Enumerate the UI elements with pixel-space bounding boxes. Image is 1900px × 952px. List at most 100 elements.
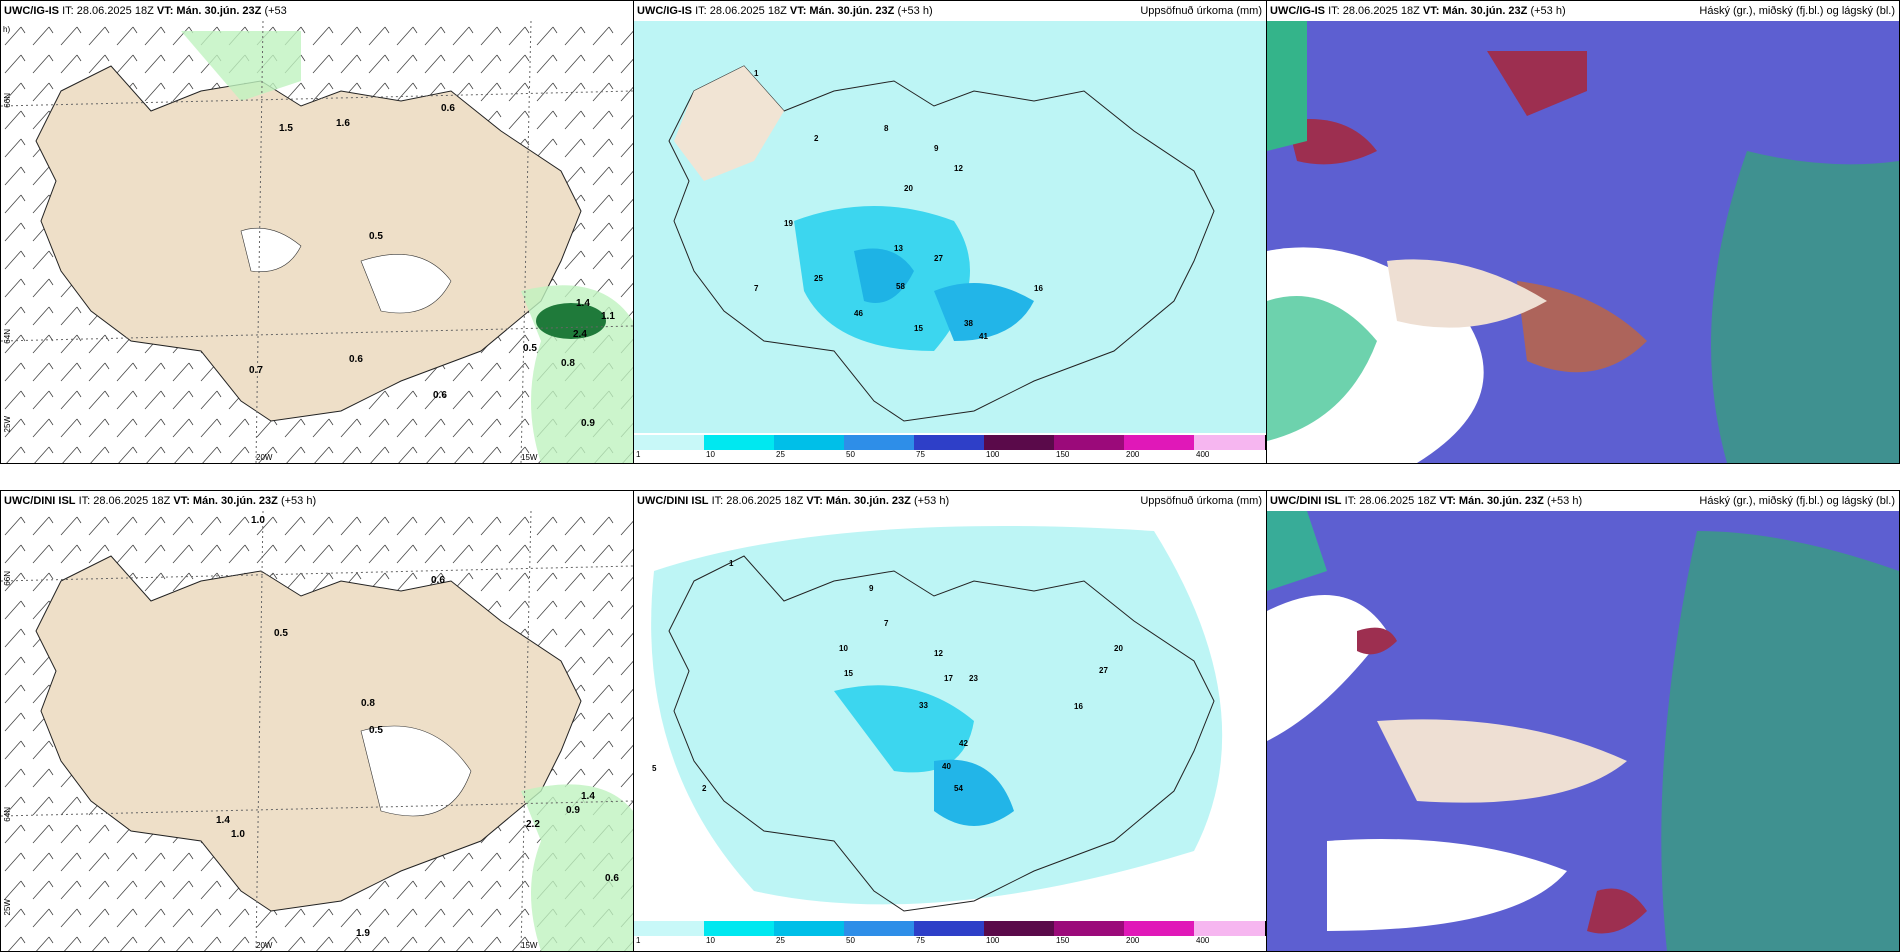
lead-time: (+53 h) bbox=[1546, 495, 1583, 507]
panel-clouds-igis: UWC/IG-IS IT: 28.06.2025 18Z VT: Mán. 30… bbox=[1266, 0, 1900, 464]
wind-label: 0.6 bbox=[433, 390, 447, 401]
precip-value: 27 bbox=[934, 254, 943, 263]
wind-label: 0.6 bbox=[431, 575, 445, 586]
precip-value: 25 bbox=[814, 274, 823, 283]
precip-value: 17 bbox=[944, 674, 953, 683]
wind-map: 1.0 0.5 0.6 0.8 0.5 1.4 1.0 0.9 1.4 0.6 … bbox=[1, 511, 633, 951]
init-time: IT: 28.06.2025 18Z bbox=[1328, 5, 1420, 17]
colorbar-swatch bbox=[704, 921, 775, 936]
colorbar-tick: 10 bbox=[706, 936, 715, 945]
wind-label: 1.0 bbox=[231, 829, 245, 840]
panel-header: UWC/DINI ISL IT: 28.06.2025 18Z VT: Mán.… bbox=[1, 491, 633, 511]
lead-time: (+53 bbox=[264, 5, 287, 17]
colorbar-tick: 50 bbox=[846, 450, 855, 459]
colorbar-swatch bbox=[774, 435, 845, 450]
panel-header: UWC/DINI ISL IT: 28.06.2025 18Z VT: Mán.… bbox=[634, 491, 1266, 511]
model-name: UWC/DINI ISL bbox=[4, 495, 76, 507]
precip-value: 13 bbox=[894, 244, 903, 253]
lon-label: 20W bbox=[256, 453, 273, 462]
precip-value: 1 bbox=[729, 559, 734, 568]
colorbar-tick: 75 bbox=[916, 936, 925, 945]
colorbar-swatch bbox=[1054, 435, 1125, 450]
colorbar-swatch bbox=[1194, 921, 1266, 936]
precip-value: 2 bbox=[814, 134, 819, 143]
precip-value: 2 bbox=[702, 784, 707, 793]
model-name: UWC/DINI ISL bbox=[1270, 495, 1342, 507]
colorbar-tick: 50 bbox=[846, 936, 855, 945]
precip-value: 27 bbox=[1099, 666, 1108, 675]
precip-value: 20 bbox=[904, 184, 913, 193]
lead-time: (+53 h) bbox=[897, 5, 933, 17]
wind-label: 0.8 bbox=[361, 698, 375, 709]
colorbar-tick: 1 bbox=[636, 450, 641, 459]
precip-value: 54 bbox=[954, 784, 963, 793]
precip-value: 16 bbox=[1074, 702, 1083, 711]
colorbar-swatch bbox=[984, 921, 1055, 936]
valid-time: VT: Mán. 30.jún. 23Z bbox=[789, 5, 895, 17]
lon-label: 15W bbox=[521, 941, 538, 950]
colorbar-tick: 1 bbox=[636, 936, 641, 945]
colorbar-swatch bbox=[1054, 921, 1125, 936]
panel-wind-dini: UWC/DINI ISL IT: 28.06.2025 18Z VT: Mán.… bbox=[0, 490, 634, 952]
wind-label: 0.6 bbox=[441, 103, 455, 114]
precip-value: 23 bbox=[969, 674, 978, 683]
panel-header: UWC/IG-IS IT: 28.06.2025 18Z VT: Mán. 30… bbox=[634, 1, 1266, 21]
wind-label: 0.5 bbox=[523, 343, 537, 354]
valid-time: VT: Mán. 30.jún. 23Z bbox=[806, 495, 911, 507]
lon-label: 20W bbox=[256, 941, 273, 950]
field-title: Uppsöfnuð úrkoma (mm) bbox=[1140, 5, 1262, 17]
panel-header: UWC/DINI ISL IT: 28.06.2025 18Z VT: Mán.… bbox=[1267, 491, 1899, 511]
colorbar-tick: 25 bbox=[776, 936, 785, 945]
lon-label: 25W bbox=[3, 899, 12, 916]
precip-value: 12 bbox=[934, 649, 943, 658]
lat-label: 64N bbox=[3, 807, 12, 822]
wind-label: 0.5 bbox=[274, 628, 288, 639]
init-time: IT: 28.06.2025 18Z bbox=[711, 495, 804, 507]
precip-value: 16 bbox=[1034, 284, 1043, 293]
wind-label: 2.2 bbox=[526, 819, 540, 830]
lon-label: 25W bbox=[3, 416, 12, 433]
wind-label: 1.4 bbox=[216, 815, 230, 826]
init-time: IT: 28.06.2025 18Z bbox=[695, 5, 787, 17]
wind-label: 0.5 bbox=[369, 725, 383, 736]
precip-value: 33 bbox=[919, 701, 928, 710]
colorbar-swatch bbox=[914, 435, 985, 450]
precip-value: 9 bbox=[934, 144, 939, 153]
wind-label: 1.1 bbox=[601, 311, 615, 322]
colorbar-tick: 400 bbox=[1196, 936, 1210, 945]
colorbar-swatch bbox=[914, 921, 985, 936]
lat-label: 66N bbox=[3, 571, 12, 586]
colorbar-tick: 150 bbox=[1056, 936, 1070, 945]
colorbar-swatch bbox=[634, 921, 705, 936]
precip-value: 19 bbox=[784, 219, 793, 228]
panel-header: UWC/IG-IS IT: 28.06.2025 18Z VT: Mán. 30… bbox=[1, 1, 633, 21]
precip-value: 7 bbox=[754, 284, 759, 293]
precip-map: 1 2 5 7 9 10 12 15 16 17 20 23 27 33 40 … bbox=[634, 511, 1266, 919]
precip-map: 1 2 7 8 9 12 13 15 16 19 20 25 27 38 41 … bbox=[634, 21, 1266, 433]
init-time: IT: 28.06.2025 18Z bbox=[62, 5, 154, 17]
panel-wind-igis: UWC/IG-IS IT: 28.06.2025 18Z VT: Mán. 30… bbox=[0, 0, 634, 464]
field-title: Uppsöfnuð úrkoma (mm) bbox=[1140, 495, 1262, 507]
panel-precip-dini: UWC/DINI ISL IT: 28.06.2025 18Z VT: Mán.… bbox=[633, 490, 1267, 952]
lead-time: (+53 h) bbox=[1530, 5, 1566, 17]
colorbar-tick: 100 bbox=[986, 450, 1000, 459]
colorbar-swatch bbox=[774, 921, 845, 936]
colorbar-tick: 10 bbox=[706, 450, 715, 459]
init-time: IT: 28.06.2025 18Z bbox=[1344, 495, 1437, 507]
model-name: UWC/IG-IS bbox=[637, 5, 692, 17]
wind-label: 0.7 bbox=[249, 365, 263, 376]
precip-value: 38 bbox=[964, 319, 973, 328]
precip-value: 9 bbox=[869, 584, 874, 593]
colorbar-tick: 200 bbox=[1126, 936, 1140, 945]
colorbar-swatch bbox=[704, 435, 775, 450]
init-time: IT: 28.06.2025 18Z bbox=[78, 495, 171, 507]
colorbar-swatch bbox=[1124, 921, 1195, 936]
colorbar-tick: 200 bbox=[1126, 450, 1140, 459]
colorbar-tick: 100 bbox=[986, 936, 1000, 945]
wind-label: 0.6 bbox=[605, 873, 619, 884]
precip-value: 42 bbox=[959, 739, 968, 748]
wind-label: 0.5 bbox=[369, 231, 383, 242]
precip-value: 7 bbox=[884, 619, 889, 628]
lead-time: (+53 h) bbox=[913, 495, 950, 507]
colorbar-swatch bbox=[1124, 435, 1195, 450]
